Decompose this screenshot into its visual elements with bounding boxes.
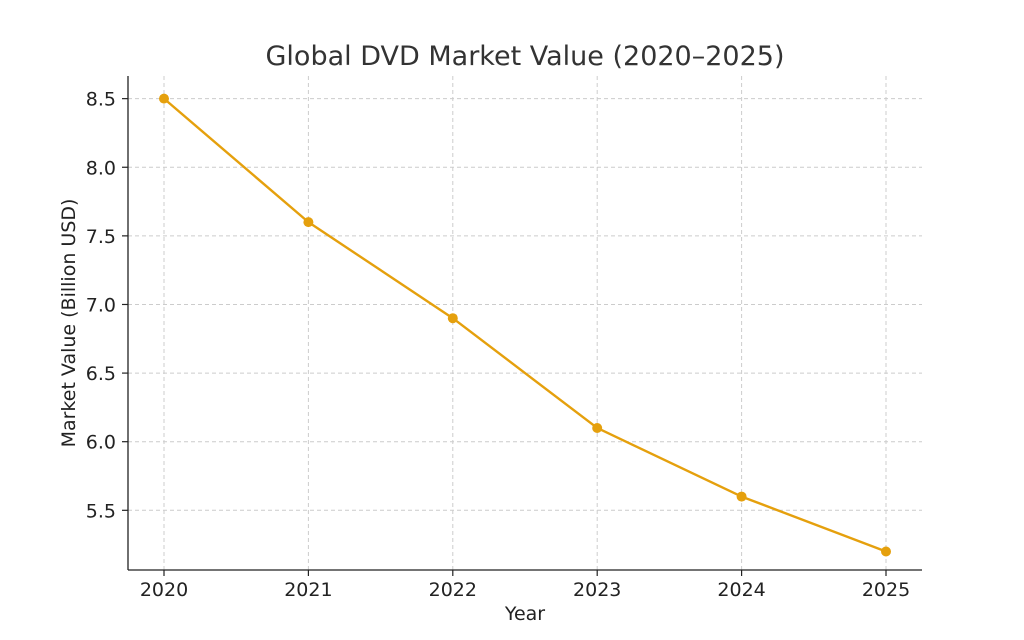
data-point <box>592 422 603 433</box>
gridlines <box>128 76 922 570</box>
x-tick-label: 2021 <box>284 579 332 601</box>
x-tick-label: 2020 <box>140 579 188 601</box>
y-tick-label: 5.5 <box>86 500 116 522</box>
y-tick-label: 7.5 <box>86 226 116 248</box>
data-point <box>881 546 891 557</box>
y-tick-label: 6.0 <box>86 432 116 454</box>
x-tick-label: 2022 <box>429 579 477 601</box>
x-tick-label: 2024 <box>717 579 765 601</box>
y-tick-label: 6.5 <box>86 363 116 385</box>
chart-title: Global DVD Market Value (2020–2025) <box>266 41 785 72</box>
axes <box>127 76 922 571</box>
y-tick-label: 8.5 <box>86 89 116 111</box>
y-axis-ticks: 5.5 6.0 6.5 7.0 7.5 8.0 8.5 <box>86 89 128 522</box>
x-tick-label: 2025 <box>862 579 910 601</box>
series-line <box>163 97 887 553</box>
data-point <box>447 313 458 324</box>
y-axis-label: Market Value (Billion USD) <box>58 199 80 448</box>
x-tick-label: 2023 <box>573 579 621 601</box>
y-tick-label: 7.0 <box>86 294 116 316</box>
data-point <box>159 93 169 104</box>
data-point <box>736 491 747 502</box>
x-axis-label: Year <box>504 603 545 625</box>
data-point <box>303 217 314 228</box>
y-tick-label: 8.0 <box>86 157 116 179</box>
series-group <box>159 93 891 557</box>
x-axis-ticks: 2020 2021 2022 2023 2024 2025 <box>140 570 910 601</box>
